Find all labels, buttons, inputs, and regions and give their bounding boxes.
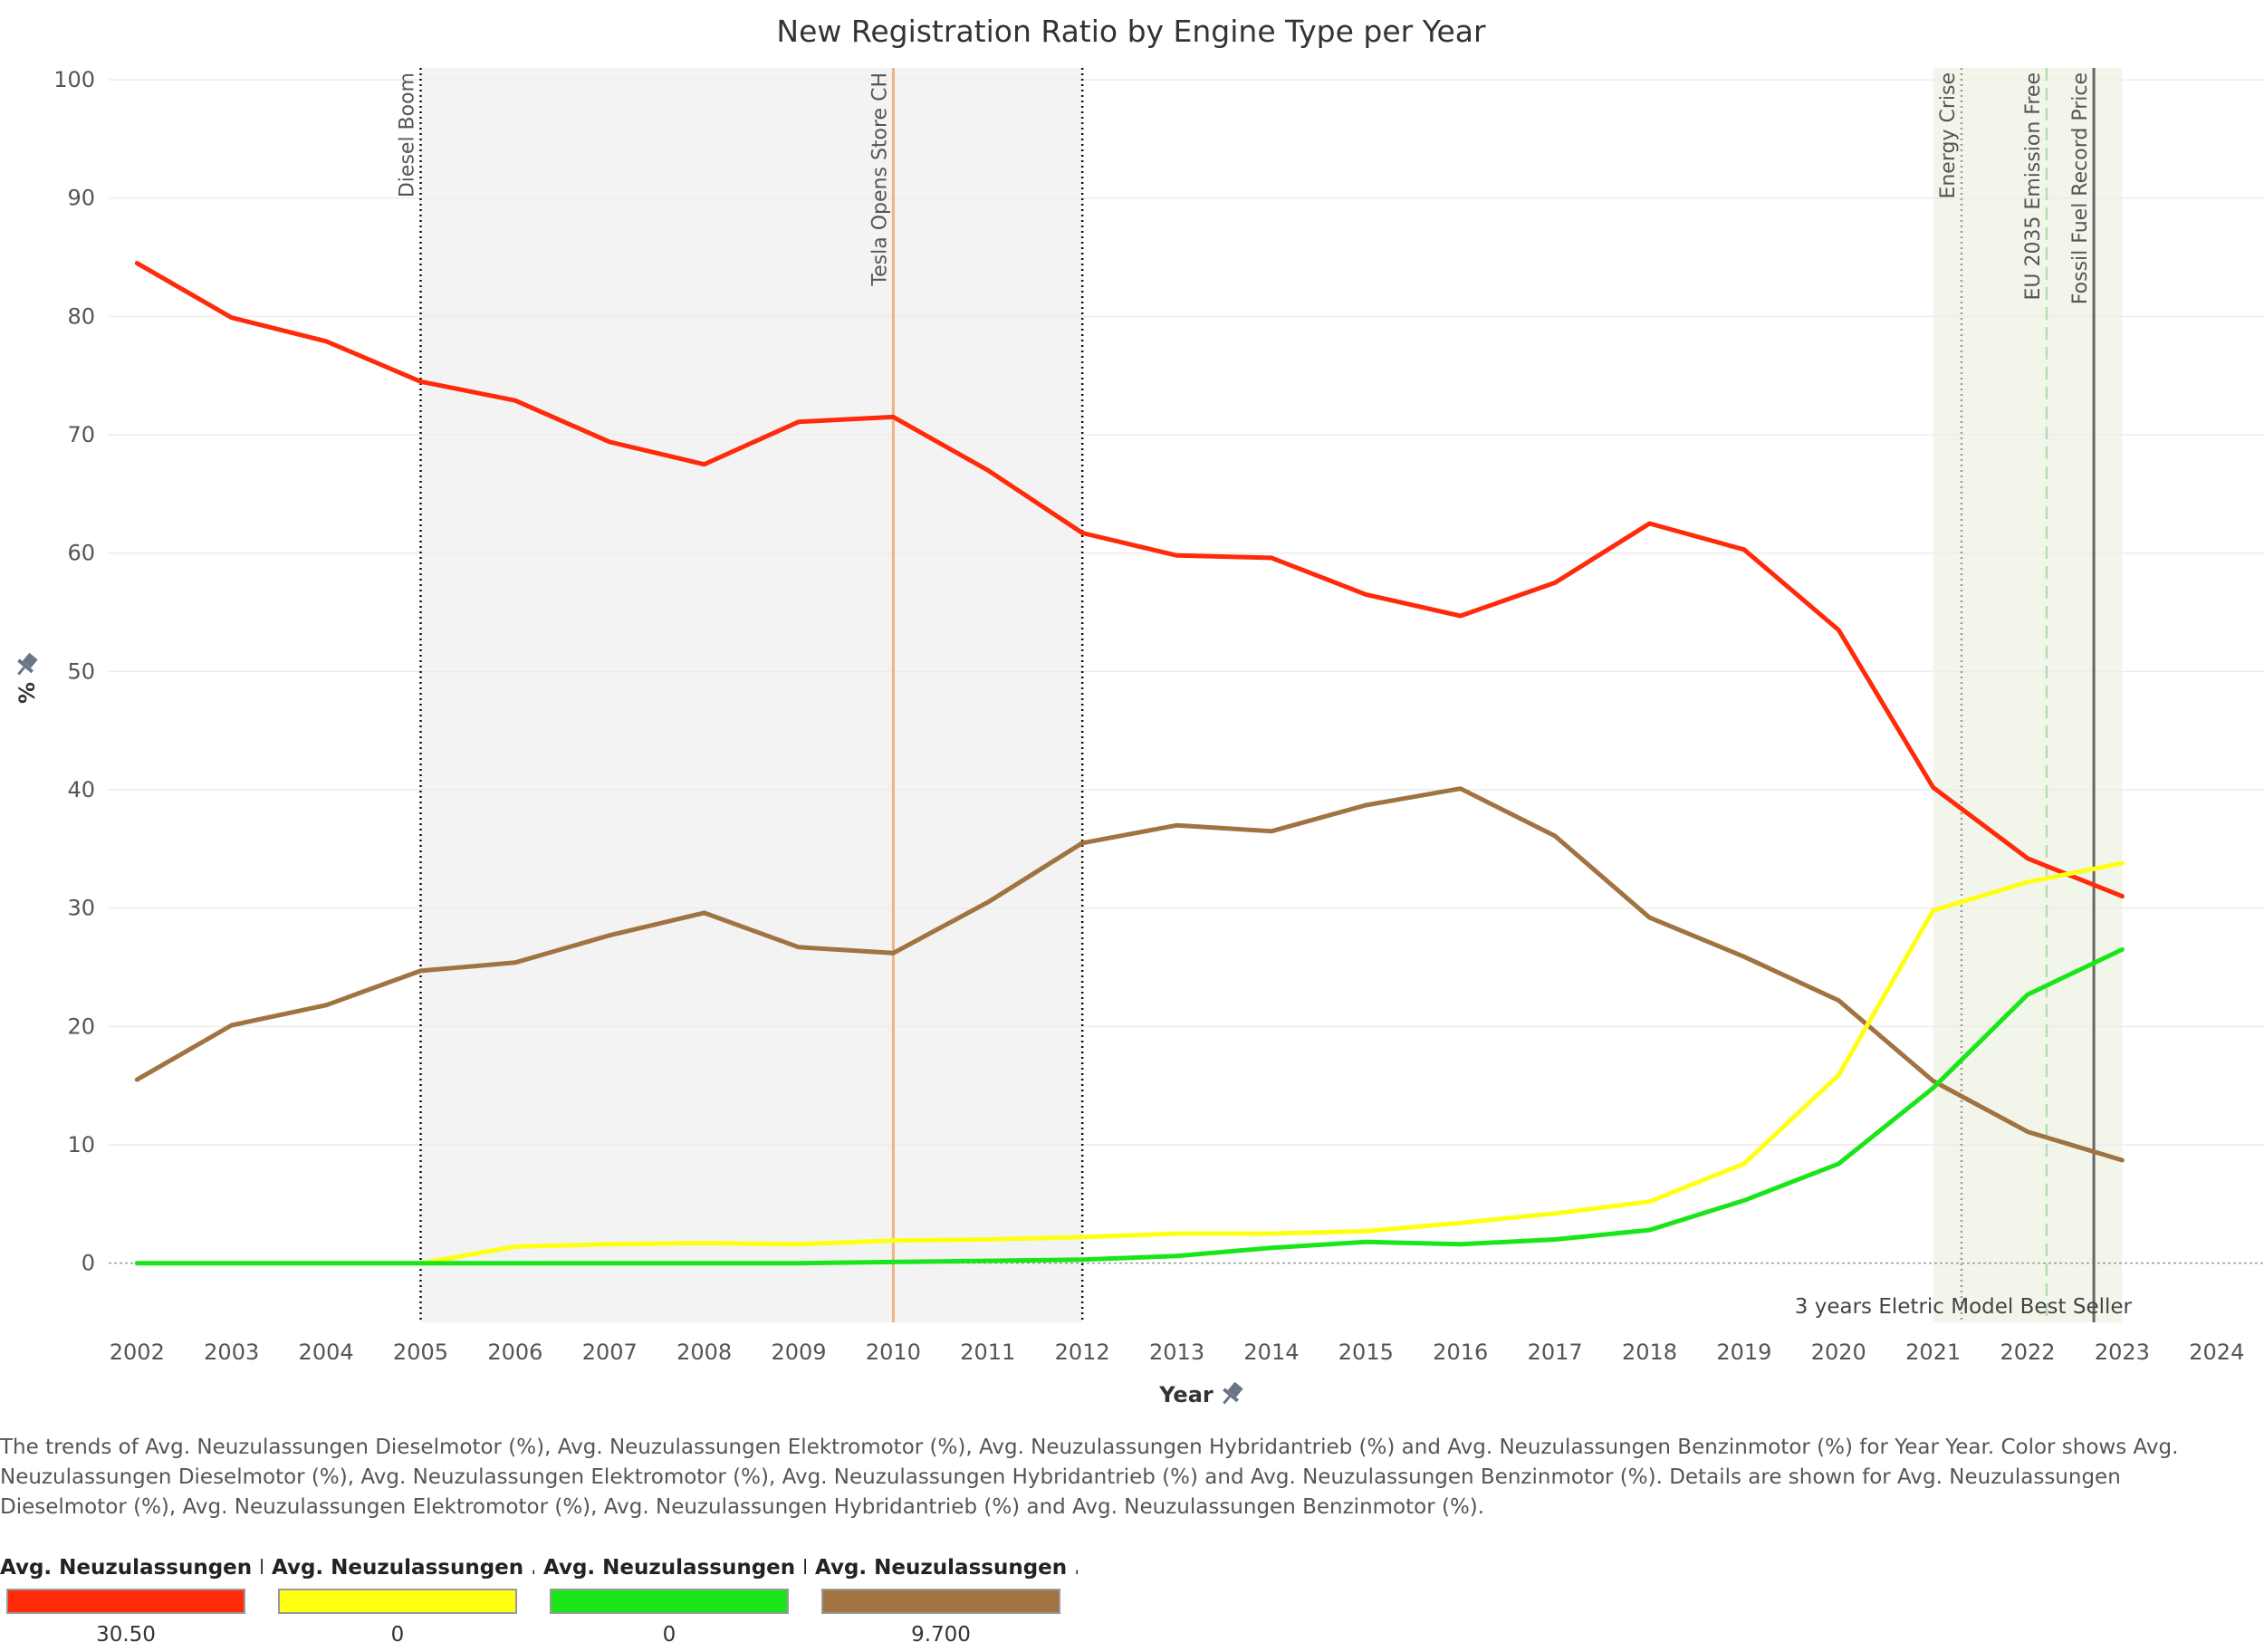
- y-axis-label: %: [14, 682, 40, 704]
- x-tick-label: 2006: [487, 1340, 542, 1365]
- reference-band-0: [420, 68, 1083, 1322]
- y-axis-title[interactable]: %: [12, 650, 41, 704]
- x-tick-label: 2015: [1338, 1340, 1394, 1365]
- y-tick-label: 70: [67, 422, 95, 447]
- legend-title: Avg. Neuzulassungen B..: [0, 1556, 263, 1580]
- series-lines: [134, 261, 2125, 1266]
- y-tick-label: 30: [67, 896, 95, 921]
- x-tick-label: 2002: [110, 1340, 165, 1365]
- x-tick-label: 2021: [1905, 1340, 1961, 1365]
- legend-title: Avg. Neuzulassungen ..: [815, 1556, 1078, 1580]
- reference-line-label: Diesel Boom: [396, 72, 418, 197]
- x-tick-label: 2004: [299, 1340, 354, 1365]
- reference-bands: [420, 68, 2123, 1322]
- y-tick-label: 20: [67, 1013, 95, 1039]
- reference-line-label: EU 2035 Emission Free: [2022, 72, 2045, 301]
- series-line-3: [134, 946, 2125, 1266]
- legend-title: Avg. Neuzulassungen ..: [272, 1556, 534, 1580]
- x-tick-label: 2016: [1433, 1340, 1488, 1365]
- y-tick-label: 10: [67, 1132, 95, 1157]
- x-tick-label: 2014: [1243, 1340, 1299, 1365]
- y-tick-label: 80: [67, 303, 95, 329]
- x-tick-label: 2008: [676, 1340, 732, 1365]
- y-tick-label: 40: [67, 777, 95, 802]
- series-line-1: [134, 786, 2125, 1163]
- x-tick-label: 2011: [960, 1340, 1015, 1365]
- legend-swatch[interactable]: [821, 1589, 1060, 1614]
- y-tick-label: 60: [67, 541, 95, 566]
- x-tick-label: 2019: [1716, 1340, 1771, 1365]
- reference-band-1: [1933, 68, 2123, 1322]
- series-line-2: [418, 860, 2125, 1266]
- annotation-best-seller: 3 years Eletric Model Best Seller: [1795, 1295, 2133, 1319]
- x-tick-label: 2003: [204, 1340, 259, 1365]
- grid-lines: [109, 79, 2264, 1264]
- reference-line-label: Energy Crise: [1937, 72, 1960, 199]
- x-tick-label: 2024: [2189, 1340, 2244, 1365]
- pin-icon[interactable]: [1217, 1379, 1246, 1409]
- annotations: 3 years Eletric Model Best Seller: [1795, 1295, 2133, 1319]
- x-axis-label: Year: [1158, 1382, 1214, 1407]
- x-tick-label: 2010: [866, 1340, 921, 1365]
- y-tick-label: 100: [53, 67, 95, 92]
- x-tick-label: 2017: [1528, 1340, 1583, 1365]
- x-tick-label: 2020: [1811, 1340, 1866, 1365]
- y-tick-label: 0: [82, 1251, 95, 1276]
- legend-title: Avg. Neuzulassungen E..: [543, 1556, 806, 1580]
- x-axis-tick-labels: 2002 2003 2004 2005 2006 2007 2008 2009 2010 2011…: [110, 1340, 2245, 1365]
- chart-title: New Registration Ratio by Engine Type pe…: [776, 14, 1486, 49]
- legend-swatch[interactable]: [6, 1589, 245, 1614]
- x-tick-label: 2007: [582, 1340, 638, 1365]
- x-tick-label: 2022: [2000, 1340, 2055, 1365]
- legend-value: 30.50: [96, 1623, 156, 1647]
- legend-swatch[interactable]: [550, 1589, 789, 1614]
- y-tick-label: 50: [67, 658, 95, 684]
- x-tick-label: 2013: [1149, 1340, 1204, 1365]
- y-tick-label: 90: [67, 186, 95, 211]
- legend-value: 0: [390, 1623, 405, 1647]
- legend-swatch[interactable]: [278, 1589, 517, 1614]
- legend-value: 0: [662, 1623, 676, 1647]
- reference-lines: Diesel Boom Tesla Opens Store CH Energy Cr…: [396, 68, 2096, 1322]
- x-tick-label: 2012: [1055, 1340, 1110, 1365]
- reference-line-label: Tesla Opens Store CH: [868, 72, 891, 287]
- x-axis-title[interactable]: Year: [1158, 1379, 1245, 1409]
- legend-value: 9.700: [911, 1623, 971, 1647]
- series-line-0: [134, 261, 2125, 899]
- y-axis-tick-labels: 0 10 20 30 40 50 60 70 80 90 100: [53, 67, 95, 1276]
- chart-caption: The trends of Avg. Neuzulassungen Diesel…: [0, 1436, 2179, 1519]
- x-tick-label: 2018: [1622, 1340, 1677, 1365]
- reference-line-label: Fossil Fuel Record Price: [2069, 72, 2092, 304]
- x-tick-label: 2023: [2095, 1340, 2150, 1365]
- x-tick-label: 2009: [771, 1340, 826, 1365]
- pin-icon[interactable]: [12, 650, 41, 680]
- x-tick-label: 2005: [393, 1340, 448, 1365]
